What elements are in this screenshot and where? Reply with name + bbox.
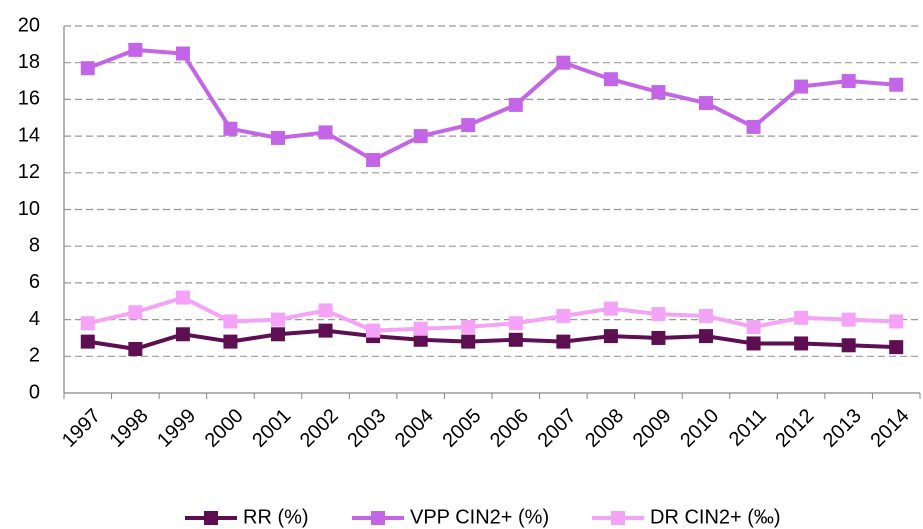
point-marker (651, 85, 666, 100)
point-marker (366, 152, 381, 167)
point-marker (556, 308, 571, 323)
series-line (87, 328, 897, 352)
point-marker (556, 334, 571, 349)
point-marker (699, 308, 713, 323)
point-marker (175, 46, 190, 61)
legend-label: RR (%) (243, 506, 309, 528)
point-marker (318, 303, 333, 318)
point-marker (223, 314, 238, 329)
x-tick-label: 1998 (106, 405, 153, 452)
point-marker (841, 338, 856, 353)
y-tick-label: 18 (18, 51, 40, 73)
point-marker (461, 334, 476, 349)
point-marker (413, 129, 428, 144)
y-tick-label: 6 (29, 271, 40, 293)
point-marker (413, 321, 428, 336)
point-marker (746, 119, 761, 134)
series-line (87, 295, 897, 333)
point-marker (318, 323, 333, 338)
point-marker (128, 305, 143, 320)
point-marker (889, 340, 904, 355)
point-marker (508, 332, 523, 347)
y-tick-label: 12 (18, 161, 40, 183)
point-marker (699, 329, 713, 344)
y-tick-label: 4 (29, 308, 40, 330)
y-tick-label: 2 (29, 345, 40, 367)
x-tick-label: 2006 (486, 405, 533, 452)
y-tick-label: 8 (29, 234, 40, 256)
x-tick-label: 2012 (771, 405, 818, 452)
point-marker (271, 130, 285, 145)
point-marker (271, 327, 285, 342)
legend-label: VPP CIN2+ (%) (410, 506, 549, 528)
legend-label: DR CIN2+ (‰) (650, 506, 781, 528)
x-tick-label: 2005 (438, 405, 485, 452)
point-marker (603, 329, 618, 344)
point-marker (80, 61, 95, 76)
point-marker (508, 316, 523, 331)
point-marker (603, 301, 618, 316)
point-marker (841, 312, 856, 327)
x-tick-label: 2009 (629, 405, 676, 452)
point-marker (651, 307, 666, 322)
y-tick-label: 16 (18, 88, 40, 110)
x-tick-label: 2010 (676, 405, 723, 452)
point-marker (889, 77, 904, 92)
point-marker (794, 79, 809, 94)
legend-marker (611, 511, 625, 525)
point-marker (413, 332, 428, 347)
point-marker (128, 42, 143, 57)
point-marker (271, 312, 285, 327)
point-marker (603, 72, 618, 87)
x-tick-label: 2013 (819, 405, 866, 452)
x-tick-label: 2000 (201, 405, 248, 452)
point-marker (366, 323, 381, 338)
x-tick-label: 1997 (58, 405, 105, 452)
point-marker (556, 55, 571, 70)
point-marker (794, 336, 809, 351)
point-marker (175, 327, 190, 342)
x-tick-label: 2007 (534, 405, 581, 452)
x-tick-label: 2008 (581, 405, 628, 452)
point-marker (699, 96, 713, 111)
x-tick-label: 2004 (391, 405, 438, 452)
point-marker (508, 97, 523, 112)
point-marker (223, 121, 238, 136)
point-marker (651, 330, 666, 345)
y-tick-label: 20 (18, 14, 40, 36)
x-tick-label: 2001 (248, 405, 295, 452)
point-marker (128, 341, 143, 356)
legend-marker (371, 511, 385, 525)
point-marker (461, 319, 476, 334)
point-marker (746, 336, 761, 351)
y-tick-label: 10 (18, 198, 40, 220)
point-marker (461, 118, 476, 133)
point-marker (318, 125, 333, 140)
point-marker (223, 334, 238, 349)
x-tick-label: 2014 (866, 405, 913, 452)
point-marker (80, 334, 95, 349)
x-tick-label: 2011 (725, 405, 771, 451)
y-tick-label: 14 (18, 124, 40, 146)
point-marker (794, 310, 809, 325)
series-line (87, 47, 897, 163)
x-tick-label: 2002 (296, 405, 343, 452)
x-tick-label: 2003 (343, 405, 390, 452)
x-tick-label: 1999 (153, 405, 200, 452)
point-marker (80, 316, 95, 331)
y-tick-label: 0 (29, 381, 40, 403)
point-marker (841, 74, 856, 89)
point-marker (175, 290, 190, 305)
point-marker (746, 319, 761, 334)
legend-marker (204, 511, 218, 525)
point-marker (889, 314, 904, 329)
